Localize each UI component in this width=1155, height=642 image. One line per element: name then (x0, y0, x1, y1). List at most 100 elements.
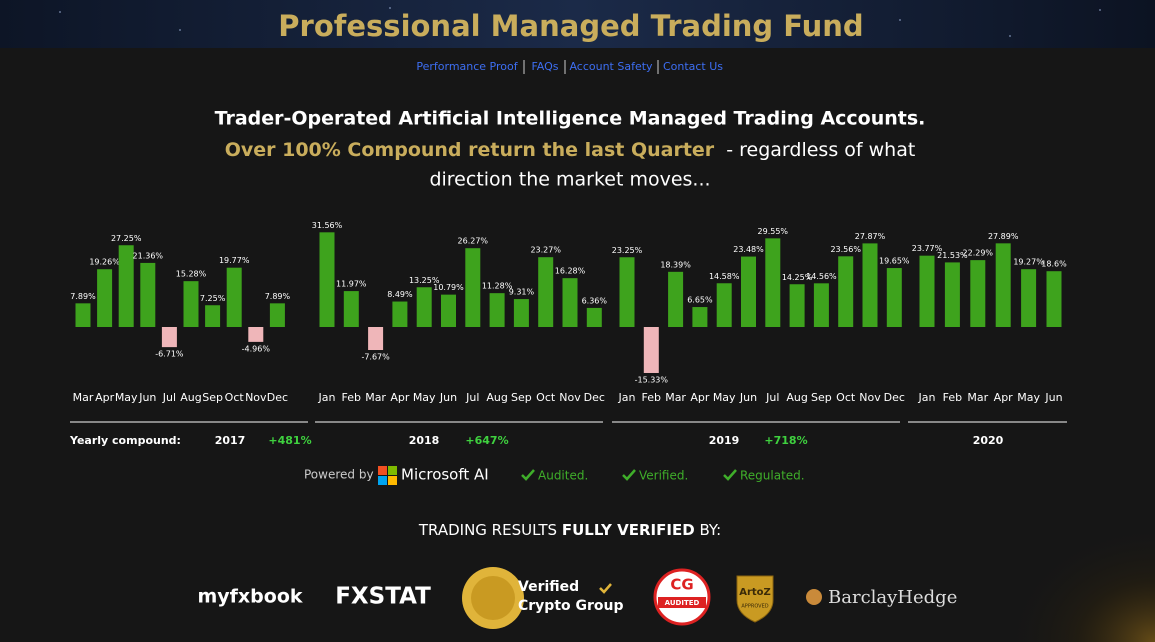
value-label: 18.6% (1041, 260, 1067, 269)
logo-cg: CG (670, 576, 693, 594)
month-label: Feb (642, 391, 661, 404)
month-label: May (413, 391, 436, 404)
bar (995, 243, 1011, 327)
value-label: 13.25% (409, 276, 440, 285)
bar (75, 303, 91, 327)
value-label: 19.26% (89, 258, 120, 267)
year-label: 2017 (215, 434, 246, 447)
headline-text: - regardless of what (726, 139, 915, 161)
month-label: May (115, 391, 138, 404)
value-label: 14.56% (806, 272, 837, 281)
month-label: Sep (811, 391, 832, 404)
verified-prefix: TRADING RESULTS (418, 521, 557, 539)
bar (741, 256, 756, 327)
month-label: May (1017, 391, 1040, 404)
month-label: Apr (690, 391, 710, 404)
logo-vcg: Verified (518, 579, 579, 595)
value-label: 27.25% (111, 234, 142, 243)
month-label: Jan (318, 391, 336, 404)
month-label: Mar (365, 391, 386, 404)
vcg-check (599, 583, 612, 594)
bar (140, 262, 156, 327)
value-label: 19.65% (879, 257, 910, 266)
bar (643, 327, 659, 373)
logo-barclay: BarclayHedge (828, 587, 957, 608)
nav-link[interactable]: Performance Proof (416, 60, 518, 73)
month-label: Jan (918, 391, 936, 404)
bar (944, 262, 960, 327)
bar (97, 269, 113, 327)
bar (248, 327, 264, 342)
nav-link[interactable]: Contact Us (663, 60, 723, 73)
cg-banner (658, 597, 706, 608)
value-label: 6.65% (687, 296, 713, 305)
month-label: Dec (884, 391, 905, 404)
bar (692, 307, 708, 327)
value-label: 14.58% (709, 272, 740, 281)
check-label: Regulated. (740, 469, 805, 483)
bar (1021, 269, 1037, 327)
month-label: Feb (342, 391, 361, 404)
nav-link[interactable]: FAQs (531, 60, 558, 73)
value-label: -15.33% (635, 375, 669, 384)
value-label: 19.77% (219, 256, 250, 265)
corner-glow (1000, 520, 1155, 642)
logo-artoz-badge: APPROVED (741, 604, 768, 610)
vcg-badge-inner (471, 576, 515, 620)
bar (716, 283, 732, 327)
value-label: 18.39% (660, 260, 691, 269)
bar (1046, 271, 1062, 327)
bar (319, 232, 335, 327)
logo-myfxbook: myfxbook (197, 586, 302, 608)
bar (161, 327, 177, 348)
bar (789, 284, 805, 327)
month-label: Mar (665, 391, 686, 404)
month-label: Apr (994, 391, 1014, 404)
yearly-compound: +481% (268, 434, 311, 447)
verified-suffix: BY: (699, 521, 721, 539)
check-label: Audited. (538, 469, 588, 483)
value-label: -7.67% (361, 353, 390, 362)
logos: myfxbook FXSTAT Verified Crypto Group CG… (197, 567, 957, 629)
bar (668, 271, 684, 327)
month-label: Nov (245, 391, 267, 404)
value-label: 29.55% (758, 227, 789, 236)
monthly-returns-chart: 7.89% Mar 19.26% Apr 27.25% May 21.36% Jun -6.71… (70, 221, 1067, 447)
year-label: 2018 (409, 434, 440, 447)
headline-highlight: Over 100% Compound return the last Quart… (225, 139, 715, 161)
headline: Trader-Operated Artificial Intelligence … (215, 108, 926, 130)
bar (269, 303, 285, 327)
value-label: 27.89% (988, 232, 1019, 241)
value-label: 11.97% (336, 280, 367, 289)
month-label: Mar (73, 391, 94, 404)
logo-artoz: ArtoZ (739, 587, 771, 598)
bar (118, 245, 134, 327)
bar (765, 238, 781, 327)
bar (562, 278, 578, 327)
checks: Audited. Verified. Regulated. (538, 469, 805, 483)
value-label: 14.25% (782, 273, 813, 282)
brand: Microsoft AI (401, 466, 489, 484)
bar (886, 268, 902, 327)
month-label: Feb (943, 391, 962, 404)
logo-fxstat: FXSTAT (335, 584, 431, 610)
bar (586, 307, 602, 327)
value-label: 7.25% (200, 294, 226, 303)
verified-by: TRADING RESULTS FULLY VERIFIED BY: (418, 521, 721, 539)
bar (205, 305, 221, 327)
bar (619, 257, 635, 327)
value-label: 7.89% (70, 292, 96, 301)
bar (416, 287, 432, 327)
month-label: Nov (859, 391, 881, 404)
nav-link[interactable]: Account Safety (569, 60, 653, 73)
bar (392, 301, 408, 327)
bar (465, 248, 481, 327)
year-label: 2020 (973, 434, 1004, 447)
month-label: Sep (202, 391, 223, 404)
bar (513, 299, 529, 327)
value-label: 22.29% (963, 249, 994, 258)
value-label: 15.28% (176, 270, 207, 279)
value-label: 26.27% (458, 237, 489, 246)
